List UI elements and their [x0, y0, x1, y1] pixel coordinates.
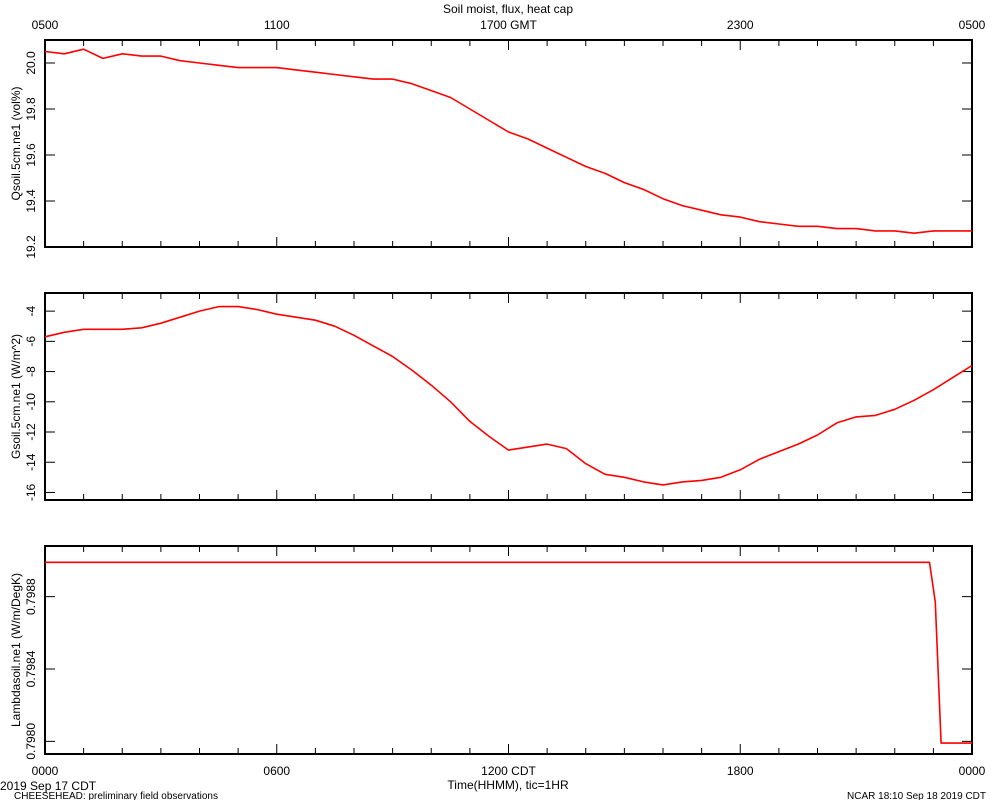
y-tick-label: 0.7980 [24, 723, 38, 760]
bottom-x-tick-label: 1800 [727, 764, 754, 778]
y-tick-label: 19.8 [24, 97, 38, 121]
y-axis-label: Qsoil.5cm.ne1 (vol%) [9, 86, 23, 200]
bottom-x-tick-label: 1200 CDT [481, 764, 536, 778]
panel-frame [44, 545, 973, 755]
y-axis-label: Lambdasoil.ne1 (W/m/DegK) [9, 573, 23, 727]
y-tick-label: 19.6 [24, 143, 38, 167]
top-x-tick-label: 1100 [264, 18, 290, 32]
y-tick-label: -4 [24, 305, 38, 316]
y-tick-label: 19.4 [24, 189, 38, 213]
y-tick-label: -12 [24, 423, 38, 441]
panel-2: -16 -14 -12 -10 -8 -6 -4 Gsoil.5cm.ne1 (W/m^2) [9, 292, 973, 501]
date-label: 2019 Sep 17 CDT [0, 779, 97, 793]
y-tick-label: -8 [24, 366, 38, 377]
y-tick-label: -6 [24, 336, 38, 347]
x-axis-label: Time(HHMM), tic=1HR [447, 778, 569, 792]
y-axis-label: Gsoil.5cm.ne1 (W/m^2) [9, 334, 23, 459]
footer-note-right: NCAR 18:10 Sep 18 2019 CDT [847, 791, 986, 800]
y-tick-label: 0.7984 [24, 650, 38, 687]
y-tick-label: -16 [24, 483, 38, 501]
top-x-tick-label: 1700 GMT [480, 18, 537, 32]
top-x-tick-label: 0500 [959, 18, 986, 32]
footer-note-left: CHEESEHEAD: preliminary field observatio… [14, 791, 218, 800]
chart-title: Soil moist, flux, heat cap [443, 2, 573, 16]
series-line [45, 561, 972, 744]
y-tick-label: -14 [24, 453, 38, 471]
top-x-tick-label: 0500 [32, 18, 59, 32]
y-tick-label: 19.2 [24, 235, 38, 259]
panel-frame [44, 39, 973, 248]
bottom-x-tick-label: 0000 [32, 764, 59, 778]
y-tick-label: -10 [24, 393, 38, 411]
bottom-x-tick-label: 0000 [959, 764, 986, 778]
series-line [44, 305, 973, 486]
y-tick-label: 20.0 [24, 51, 38, 75]
series-line [44, 48, 972, 234]
top-x-tick-label: 2300 [727, 18, 754, 32]
panel-frame [44, 292, 973, 501]
bottom-x-tick-label: 0600 [263, 764, 290, 778]
y-tick-label: 0.7988 [24, 578, 38, 615]
